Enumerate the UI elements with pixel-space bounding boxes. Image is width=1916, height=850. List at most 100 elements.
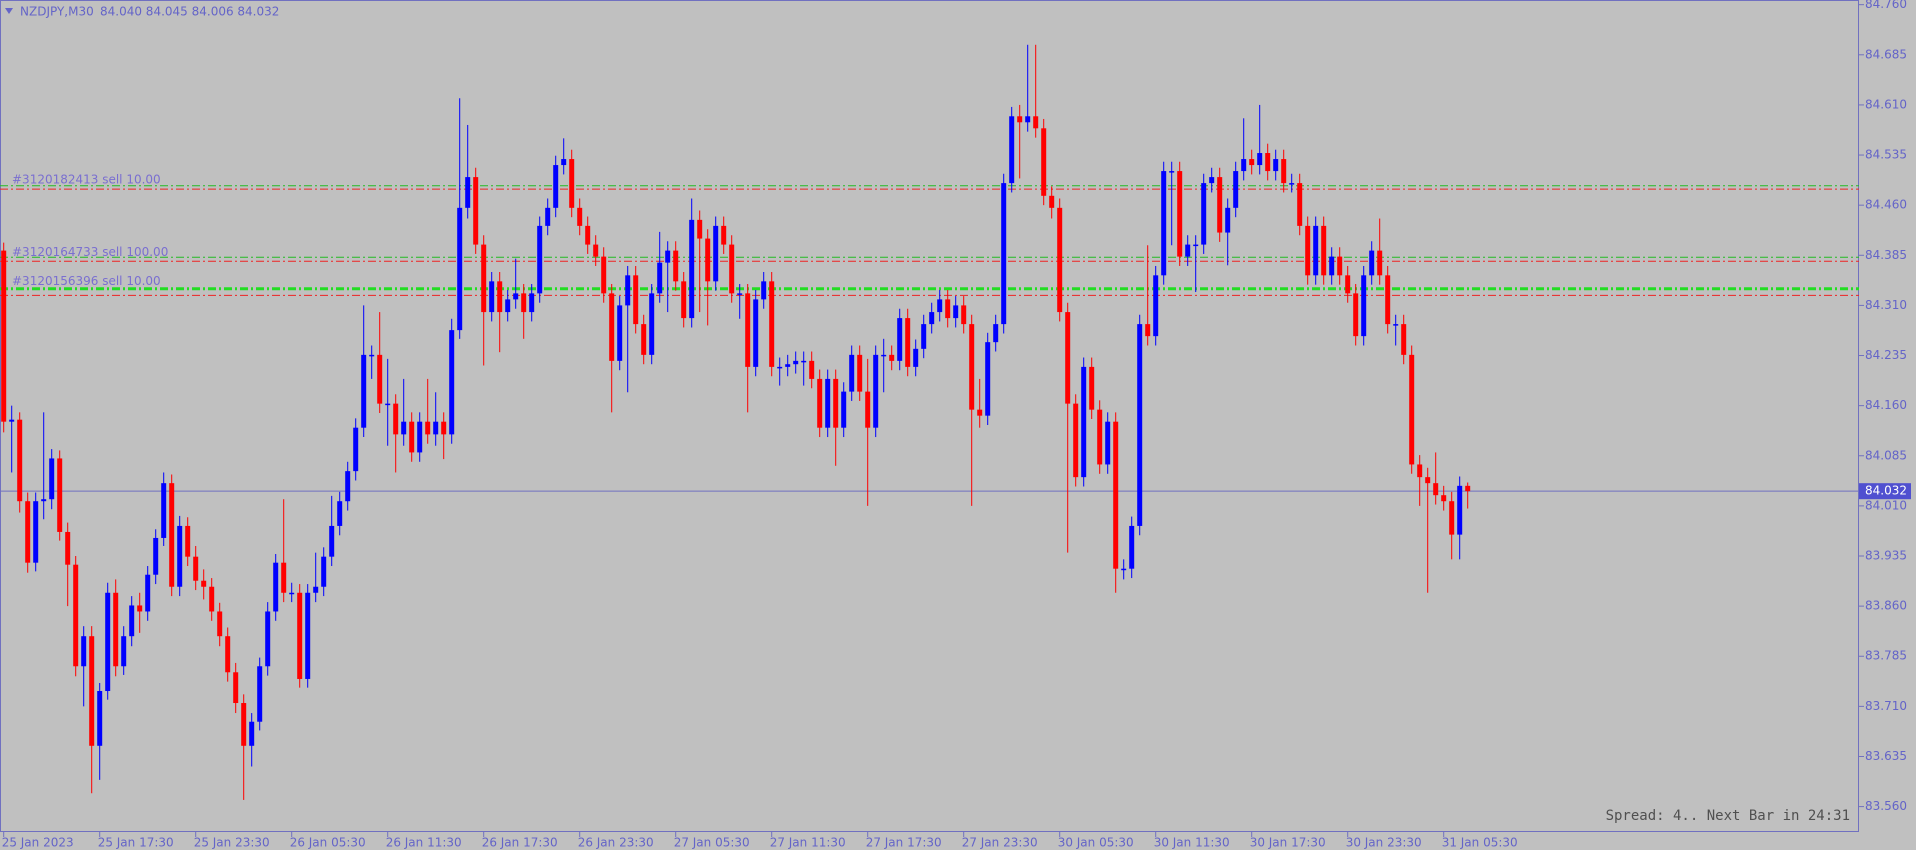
x-tick-label: 30 Jan 05:30: [1058, 836, 1134, 850]
candle-body: [425, 421, 431, 435]
candle-body: [921, 324, 927, 349]
candle-body: [913, 348, 919, 367]
x-tick-label: 25 Jan 23:30: [194, 836, 270, 850]
candle-body: [169, 483, 175, 587]
x-tick-label: 27 Jan 23:30: [962, 836, 1038, 850]
order-label: #3120164733 sell 100.00: [12, 245, 168, 259]
order-label: #3120182413 sell 10.00: [12, 173, 161, 187]
candle-body: [1073, 403, 1079, 478]
candle-body: [105, 592, 111, 691]
candle-body: [1345, 275, 1351, 294]
x-tick-label: 30 Jan 23:30: [1346, 836, 1422, 850]
candle-body: [1265, 153, 1271, 172]
candle-body: [961, 305, 967, 325]
candle-body: [945, 299, 951, 319]
x-tick-label: 26 Jan 23:30: [578, 836, 654, 850]
candle-body: [1225, 207, 1231, 233]
candle-body: [361, 354, 367, 428]
candle-body: [633, 275, 639, 325]
candle-body: [1137, 324, 1143, 526]
candle-body: [1241, 159, 1247, 172]
candle-body: [905, 318, 911, 367]
candle-body: [441, 421, 447, 435]
candle-body: [449, 330, 455, 435]
y-tick-label: 83.560: [1865, 799, 1907, 813]
candle-body: [49, 458, 55, 500]
candle-body: [1257, 153, 1263, 166]
candle-body: [585, 225, 591, 245]
y-tick-label: 83.635: [1865, 749, 1907, 763]
plot-frame: [0, 0, 1859, 832]
candle-body: [721, 225, 727, 245]
candle-body: [9, 419, 15, 422]
candle-body: [369, 354, 375, 357]
candle-body: [1249, 159, 1255, 166]
candle-body: [1409, 354, 1415, 465]
y-tick-label: 83.860: [1865, 599, 1907, 613]
y-tick-label: 84.160: [1865, 398, 1907, 412]
candle-body: [953, 305, 959, 319]
candle-body: [409, 421, 415, 453]
collapse-icon[interactable]: [5, 8, 13, 14]
candle-body: [1057, 207, 1063, 313]
candle-body: [257, 666, 263, 722]
candle-body: [145, 574, 151, 612]
candle-body: [809, 360, 815, 379]
x-tick-label: 27 Jan 17:30: [866, 836, 942, 850]
y-tick-label: 84.385: [1865, 248, 1907, 262]
candle-body: [1177, 171, 1183, 257]
candle-body: [89, 636, 95, 746]
candle-body: [497, 281, 503, 313]
x-tick-label: 26 Jan 05:30: [290, 836, 366, 850]
candle-body: [705, 238, 711, 282]
candle-body: [601, 256, 607, 294]
y-tick-label: 83.935: [1865, 549, 1907, 563]
candle-body: [553, 165, 559, 208]
candle-body: [873, 354, 879, 428]
candle-body: [729, 244, 735, 294]
candle-body: [265, 611, 271, 667]
candle-body: [273, 562, 279, 612]
candle-body: [537, 225, 543, 294]
candle-body: [1081, 366, 1087, 478]
candle-body: [433, 421, 439, 435]
candle-body: [1273, 159, 1279, 172]
candle-body: [1313, 225, 1319, 276]
candle-body: [185, 525, 191, 557]
candle-body: [153, 537, 159, 575]
y-tick-label: 83.785: [1865, 649, 1907, 663]
candle-body: [1105, 421, 1111, 465]
candle-body: [1049, 195, 1055, 208]
candle-body: [1113, 421, 1119, 569]
bid-box: [1859, 483, 1911, 500]
candle-body: [1385, 275, 1391, 325]
candle-body: [1017, 116, 1023, 123]
candle-body: [1377, 250, 1383, 276]
candle-body: [937, 299, 943, 313]
candle-body: [625, 275, 631, 306]
x-tick-label: 26 Jan 17:30: [482, 836, 558, 850]
candle-body: [1089, 366, 1095, 410]
candle-body: [1, 250, 7, 422]
candle-body: [209, 586, 215, 612]
y-tick-label: 84.310: [1865, 298, 1907, 312]
candle-body: [801, 360, 807, 363]
candle-body: [417, 421, 423, 453]
candle-body: [201, 580, 207, 587]
y-tick-label: 84.010: [1865, 498, 1907, 512]
candle-body: [401, 421, 407, 435]
candle-body: [1217, 177, 1223, 233]
candle-body: [697, 219, 703, 239]
candle-body: [1401, 324, 1407, 355]
y-tick-label: 84.460: [1865, 198, 1907, 212]
candle-body: [177, 525, 183, 587]
candle-body: [857, 354, 863, 392]
candle-body: [1393, 324, 1399, 326]
candle-body: [569, 159, 575, 208]
order-label: #3120156396 sell 10.00: [12, 274, 161, 288]
candle-body: [1041, 128, 1047, 196]
candle-body: [1457, 485, 1463, 535]
candle-body: [1065, 312, 1071, 404]
candle-body: [769, 281, 775, 367]
